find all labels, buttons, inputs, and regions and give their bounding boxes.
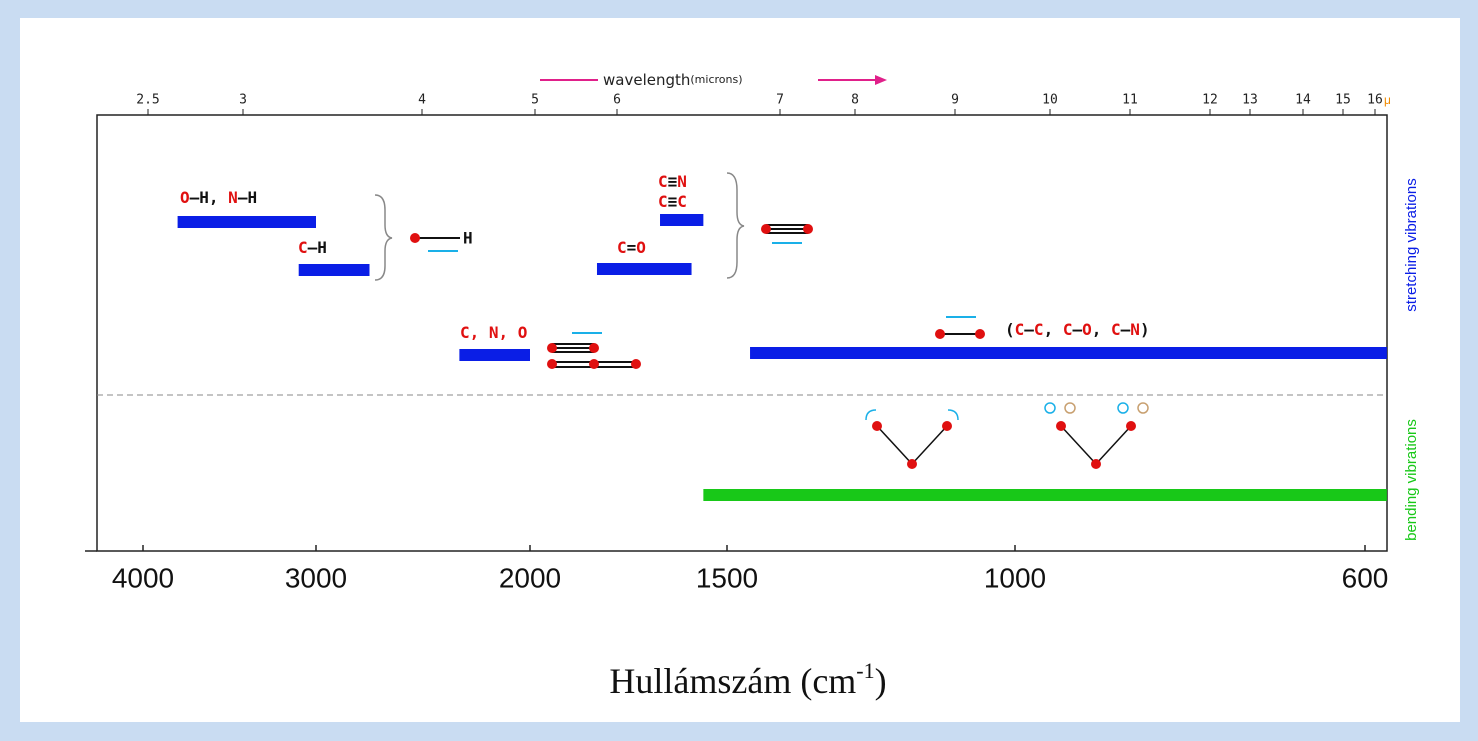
range-label: C, N, O bbox=[460, 323, 527, 342]
icon-cumulated bbox=[547, 332, 641, 369]
label-part: C bbox=[677, 192, 687, 211]
brace bbox=[726, 172, 745, 279]
icon-xh: H bbox=[410, 229, 473, 252]
x-tick-label: 600 bbox=[1342, 562, 1389, 593]
label-part: C bbox=[1015, 320, 1025, 339]
range-label: O—H, N—H bbox=[180, 188, 257, 207]
svg-text:H: H bbox=[463, 229, 473, 248]
label-part: —H, bbox=[190, 188, 229, 207]
icon-bend-scissor bbox=[865, 409, 959, 469]
top-unit: μ bbox=[1384, 93, 1391, 107]
top-tick-label: 2.5 bbox=[136, 93, 159, 108]
label-part: , bbox=[1092, 320, 1111, 339]
top-tick-label: 11 bbox=[1122, 93, 1138, 108]
range-bar bbox=[298, 264, 370, 276]
label-part: ≡ bbox=[668, 172, 678, 191]
range-bar bbox=[596, 263, 692, 275]
top-tick-label: 14 bbox=[1295, 93, 1311, 108]
range-bar bbox=[750, 347, 1387, 359]
top-title-text: wavelength bbox=[603, 71, 690, 89]
legend-label: bending vibrations bbox=[1403, 419, 1420, 541]
label-part: — bbox=[1024, 320, 1034, 339]
x-tick-label: 4000 bbox=[112, 562, 174, 593]
top-tick-label: 9 bbox=[951, 93, 959, 108]
label-part: ( bbox=[1005, 320, 1015, 339]
top-tick-label: 15 bbox=[1335, 93, 1351, 108]
label-part: O bbox=[1082, 320, 1092, 339]
top-tick-label: 6 bbox=[613, 93, 621, 108]
top-tick-label: 7 bbox=[776, 93, 784, 108]
label-part: O bbox=[180, 188, 190, 207]
brace bbox=[374, 194, 393, 281]
label-part: C bbox=[1111, 320, 1121, 339]
x-tick-label: 2000 bbox=[499, 562, 561, 593]
label-part: C bbox=[298, 238, 308, 257]
range-bar bbox=[459, 349, 530, 361]
range-label: C=O bbox=[617, 238, 646, 257]
range-bar bbox=[703, 489, 1387, 501]
label-part: , bbox=[1044, 320, 1063, 339]
icon-bend-twist bbox=[1044, 402, 1149, 469]
x-axis-title-end: ) bbox=[875, 661, 887, 701]
top-title: wavelength(microns) bbox=[603, 71, 743, 89]
x-axis-title-text: Hullámszám (cm bbox=[609, 661, 856, 701]
label-part: N bbox=[677, 172, 687, 191]
arrow-head bbox=[875, 75, 887, 85]
label-part: — bbox=[1072, 320, 1082, 339]
x-tick-label: 1500 bbox=[696, 562, 758, 593]
label-part: N bbox=[228, 188, 238, 207]
x-tick-label: 1000 bbox=[984, 562, 1046, 593]
top-tick-label: 16 bbox=[1367, 93, 1383, 108]
frame bbox=[96, 114, 1388, 552]
x-axis-title: Hullámszám (cm-1) bbox=[609, 658, 886, 701]
top-tick-label: 13 bbox=[1242, 93, 1258, 108]
panel bbox=[20, 18, 1460, 722]
top-tick-label: 12 bbox=[1202, 93, 1218, 108]
top-tick-label: 8 bbox=[851, 93, 859, 108]
label-part: —H bbox=[308, 238, 327, 257]
top-title-unit: (microns) bbox=[690, 73, 742, 86]
range-bar bbox=[660, 214, 704, 226]
range-label: C≡C bbox=[658, 192, 687, 211]
top-tick-label: 5 bbox=[531, 93, 539, 108]
range-label: (C—C, C—O, C—N) bbox=[1005, 320, 1150, 339]
top-tick-label: 3 bbox=[239, 93, 247, 108]
range-label: C≡N bbox=[658, 172, 687, 191]
label-part: N bbox=[1130, 320, 1140, 339]
label-part: C bbox=[1034, 320, 1044, 339]
label-part: C bbox=[658, 192, 668, 211]
range-label: C—H bbox=[298, 238, 327, 257]
range-bar bbox=[177, 216, 316, 228]
label-part: O bbox=[636, 238, 646, 257]
top-tick-label: 10 bbox=[1042, 93, 1058, 108]
label-part: C bbox=[617, 238, 627, 257]
label-part: C bbox=[658, 172, 668, 191]
label-part: = bbox=[627, 238, 637, 257]
label-part: C bbox=[1063, 320, 1073, 339]
top-tick-label: 4 bbox=[418, 93, 426, 108]
x-axis-title-sup: -1 bbox=[856, 658, 874, 683]
x-tick-label: 3000 bbox=[285, 562, 347, 593]
label-part: —H bbox=[238, 188, 257, 207]
label-part: ) bbox=[1140, 320, 1150, 339]
icon-triple bbox=[761, 224, 813, 244]
label-part: — bbox=[1121, 320, 1131, 339]
legend-label: stretching vibrations bbox=[1403, 178, 1420, 311]
label-part: C, N, O bbox=[460, 323, 527, 342]
label-part: ≡ bbox=[668, 192, 678, 211]
icon-single bbox=[935, 316, 985, 339]
